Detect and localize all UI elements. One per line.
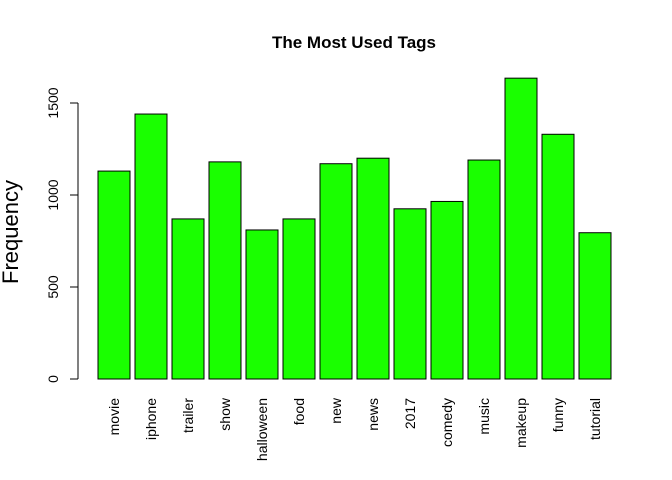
bar-2017 [393,208,427,380]
bar-iphone [134,113,168,380]
chart-title: The Most Used Tags [272,33,436,52]
x-tick-label: comedy [439,398,455,447]
y-tick-label: 1000 [45,179,61,210]
bar-halloween [245,229,279,380]
bar-news [356,157,390,380]
bars [97,77,612,380]
x-tick-label: news [365,398,381,431]
y-tick-label: 0 [45,375,61,383]
bar-trailer [171,218,205,380]
bar-tutorial [578,232,612,380]
x-tick-label: food [291,398,307,425]
x-tick-label: makeup [513,398,529,448]
bar-comedy [430,200,464,380]
bar-food [282,218,316,380]
bar-new [319,163,353,380]
bar-movie [97,170,131,380]
y-tick-label: 1500 [45,87,61,118]
x-tick-label: tutorial [587,398,603,440]
bar-show [208,161,242,380]
x-tick-label: halloween [254,398,270,461]
x-tick-label: show [217,397,233,431]
x-tick-label: funny [550,398,566,432]
y-tick-label: 500 [45,275,61,299]
x-tick-label: new [328,397,344,424]
x-tick-label: trailer [180,398,196,433]
bar-music [467,159,501,380]
x-axis-labels: movie iphone trailer show halloween food new ne… [106,397,603,461]
bar-funny [541,133,575,380]
x-tick-label: music [476,398,492,435]
x-tick-label: iphone [143,398,159,440]
x-tick-label: movie [106,398,122,436]
y-axis-label: Frequency [0,180,23,284]
bar-makeup [504,77,538,380]
y-axis: 0 500 1000 1500 [45,87,79,383]
x-tick-label: 2017 [402,398,418,429]
